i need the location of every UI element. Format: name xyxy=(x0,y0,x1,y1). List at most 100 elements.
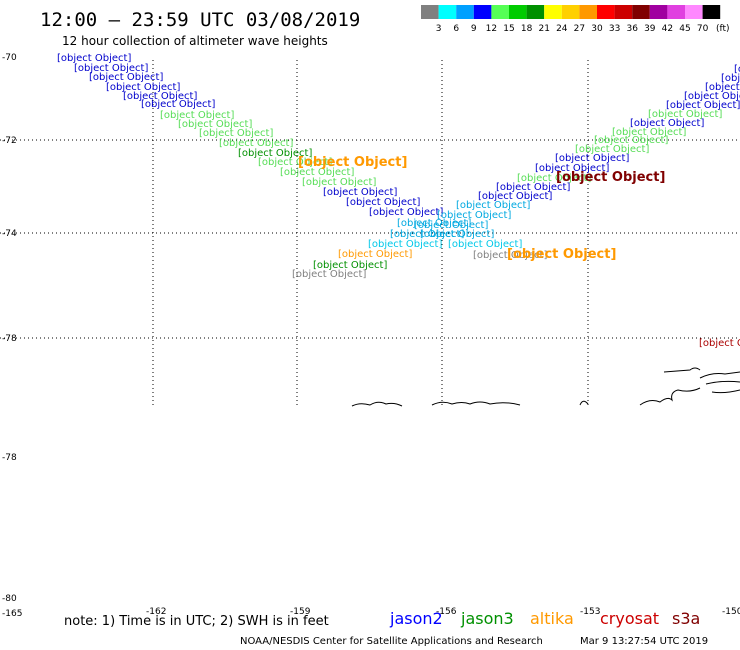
legend-label: 3 xyxy=(436,24,442,34)
wave-height-label: [object Object] xyxy=(280,167,354,178)
wave-height-label: [object Object] xyxy=(219,138,293,149)
wave-height-label: [object Object] xyxy=(292,269,366,280)
coastline xyxy=(351,367,740,407)
color-legend: 3 6 9 12 15 18 21 24 27 30 33 36 39 42 45 70 (ft) xyxy=(421,5,730,34)
legend-swatch xyxy=(438,5,457,19)
legend-label: 30 xyxy=(591,24,603,34)
legend-label: 24 xyxy=(556,24,568,34)
satellite-name: s3a xyxy=(672,609,700,628)
wave-height-label: [object Object] xyxy=(141,99,215,110)
legend-swatch xyxy=(509,5,527,19)
legend-swatch xyxy=(491,5,509,19)
lat-label: -80 xyxy=(2,594,17,604)
wave-height-label: [object Object] xyxy=(338,249,412,260)
wave-height-label: [object Object] xyxy=(721,73,740,84)
wave-height-label: [object Object] xyxy=(106,82,180,93)
satellite-name: jason3 xyxy=(460,609,514,628)
pass-time-label: [object Object] xyxy=(507,247,616,262)
lat-label: -72 xyxy=(2,136,17,146)
wave-height-label: [object Object] xyxy=(456,200,530,211)
lon-label: -159 xyxy=(290,607,311,617)
wave-height-values: [object Object] [object Object] [object … xyxy=(57,53,740,349)
wave-height-label: [object Object] xyxy=(57,53,131,64)
lon-label: -162 xyxy=(146,607,166,617)
legend-swatch xyxy=(614,5,633,19)
footer-note: note: 1) Time is in UTC; 2) SWH is in fe… xyxy=(64,614,329,629)
wave-height-label: [object Object] xyxy=(397,218,471,229)
wave-height-label: [object Object] xyxy=(684,91,740,102)
wave-height-label: [object Object] xyxy=(517,173,591,184)
wave-height-label: [object Object] xyxy=(648,109,722,120)
wave-height-label: [object Object] xyxy=(437,210,511,221)
legend-label: 21 xyxy=(538,24,549,34)
coast-segment xyxy=(431,401,521,406)
wave-height-label: [object Object] xyxy=(89,72,163,83)
wave-height-label: [object Object] xyxy=(699,338,740,349)
lon-label: -165 xyxy=(2,609,22,619)
legend-label: 12 xyxy=(486,24,497,34)
wave-height-label: [object Object] xyxy=(199,128,273,139)
legend-label: 15 xyxy=(503,24,514,34)
wave-height-label: [object Object] xyxy=(160,110,234,121)
timestamp: Mar 9 13:27:54 UTC 2019 xyxy=(580,636,708,647)
credit-line: NOAA/NESDIS Center for Satellite Applica… xyxy=(240,636,543,647)
wave-height-label: [object Object] xyxy=(123,91,197,102)
legend-label: 70 xyxy=(697,24,709,34)
wave-height-label: [object Object] xyxy=(630,118,704,129)
legend-label: 6 xyxy=(453,24,459,34)
wave-height-label: [object Object] xyxy=(313,260,387,271)
wave-height-label: [object Object] xyxy=(390,229,464,240)
pass-time-label: [object Object] xyxy=(298,155,407,170)
pass-time-label: [object Object] xyxy=(556,170,665,185)
wave-height-label: [object Object] xyxy=(414,220,488,231)
wave-height-label: [object Object] xyxy=(535,163,609,174)
legend-label: 27 xyxy=(574,24,585,34)
legend-swatch xyxy=(632,5,650,19)
legend-swatch xyxy=(649,5,668,19)
satellite-name: jason2 xyxy=(389,609,443,628)
lat-label: -70 xyxy=(2,53,17,63)
legend-swatch xyxy=(456,5,474,19)
coast-segment xyxy=(699,371,740,379)
legend-label: 42 xyxy=(662,24,673,34)
lon-label: -156 xyxy=(436,607,457,617)
wave-height-label: [object Object] xyxy=(575,144,649,155)
wave-height-label: [object Object] xyxy=(612,127,686,138)
legend-swatch xyxy=(667,5,685,19)
lat-label: -78 xyxy=(2,334,17,344)
legend-swatch xyxy=(561,5,580,19)
wave-height-label: [object Object] xyxy=(496,182,570,193)
coast-segment xyxy=(711,389,740,394)
legend-swatch xyxy=(544,5,562,19)
wave-height-label: [object Object] xyxy=(666,100,740,111)
coast-segment xyxy=(663,367,701,373)
legend-swatch xyxy=(685,5,703,19)
legend-swatch xyxy=(702,5,721,19)
wave-height-label: [object Object] xyxy=(346,197,420,208)
coast-segment xyxy=(639,387,701,406)
coast-segment xyxy=(351,401,403,407)
legend-unit: (ft) xyxy=(716,24,730,34)
wave-height-label: [object Object] xyxy=(258,157,332,168)
legend-swatch xyxy=(526,5,545,19)
wave-height-label: [object Object] xyxy=(478,191,552,202)
legend-swatch xyxy=(597,5,615,19)
wave-height-label: [object Object] xyxy=(705,82,740,93)
lon-label: -150 xyxy=(722,607,740,617)
legend-swatch xyxy=(579,5,597,19)
lon-label: -153 xyxy=(580,607,600,617)
wave-height-label: [object Object] xyxy=(473,250,547,261)
wave-height-label: [object Object] xyxy=(74,63,148,74)
satellite-legend: jason2 jason3 altika cryosat s3a xyxy=(389,609,700,628)
legend-label: 33 xyxy=(609,24,620,34)
legend-label: 9 xyxy=(471,24,477,34)
wave-height-label: [object Object] xyxy=(238,148,312,159)
lat-label: -78 xyxy=(2,453,17,463)
legend-label: 45 xyxy=(679,24,690,34)
legend-label: 36 xyxy=(626,24,638,34)
wave-height-label: [object Object] xyxy=(555,153,629,164)
wave-height-label: [object Object] xyxy=(369,207,443,218)
map-title: 12:00 – 23:59 UTC 03/08/2019 xyxy=(40,9,360,31)
map-subtitle: 12 hour collection of altimeter wave hei… xyxy=(62,34,328,48)
coast-segment xyxy=(705,380,740,385)
